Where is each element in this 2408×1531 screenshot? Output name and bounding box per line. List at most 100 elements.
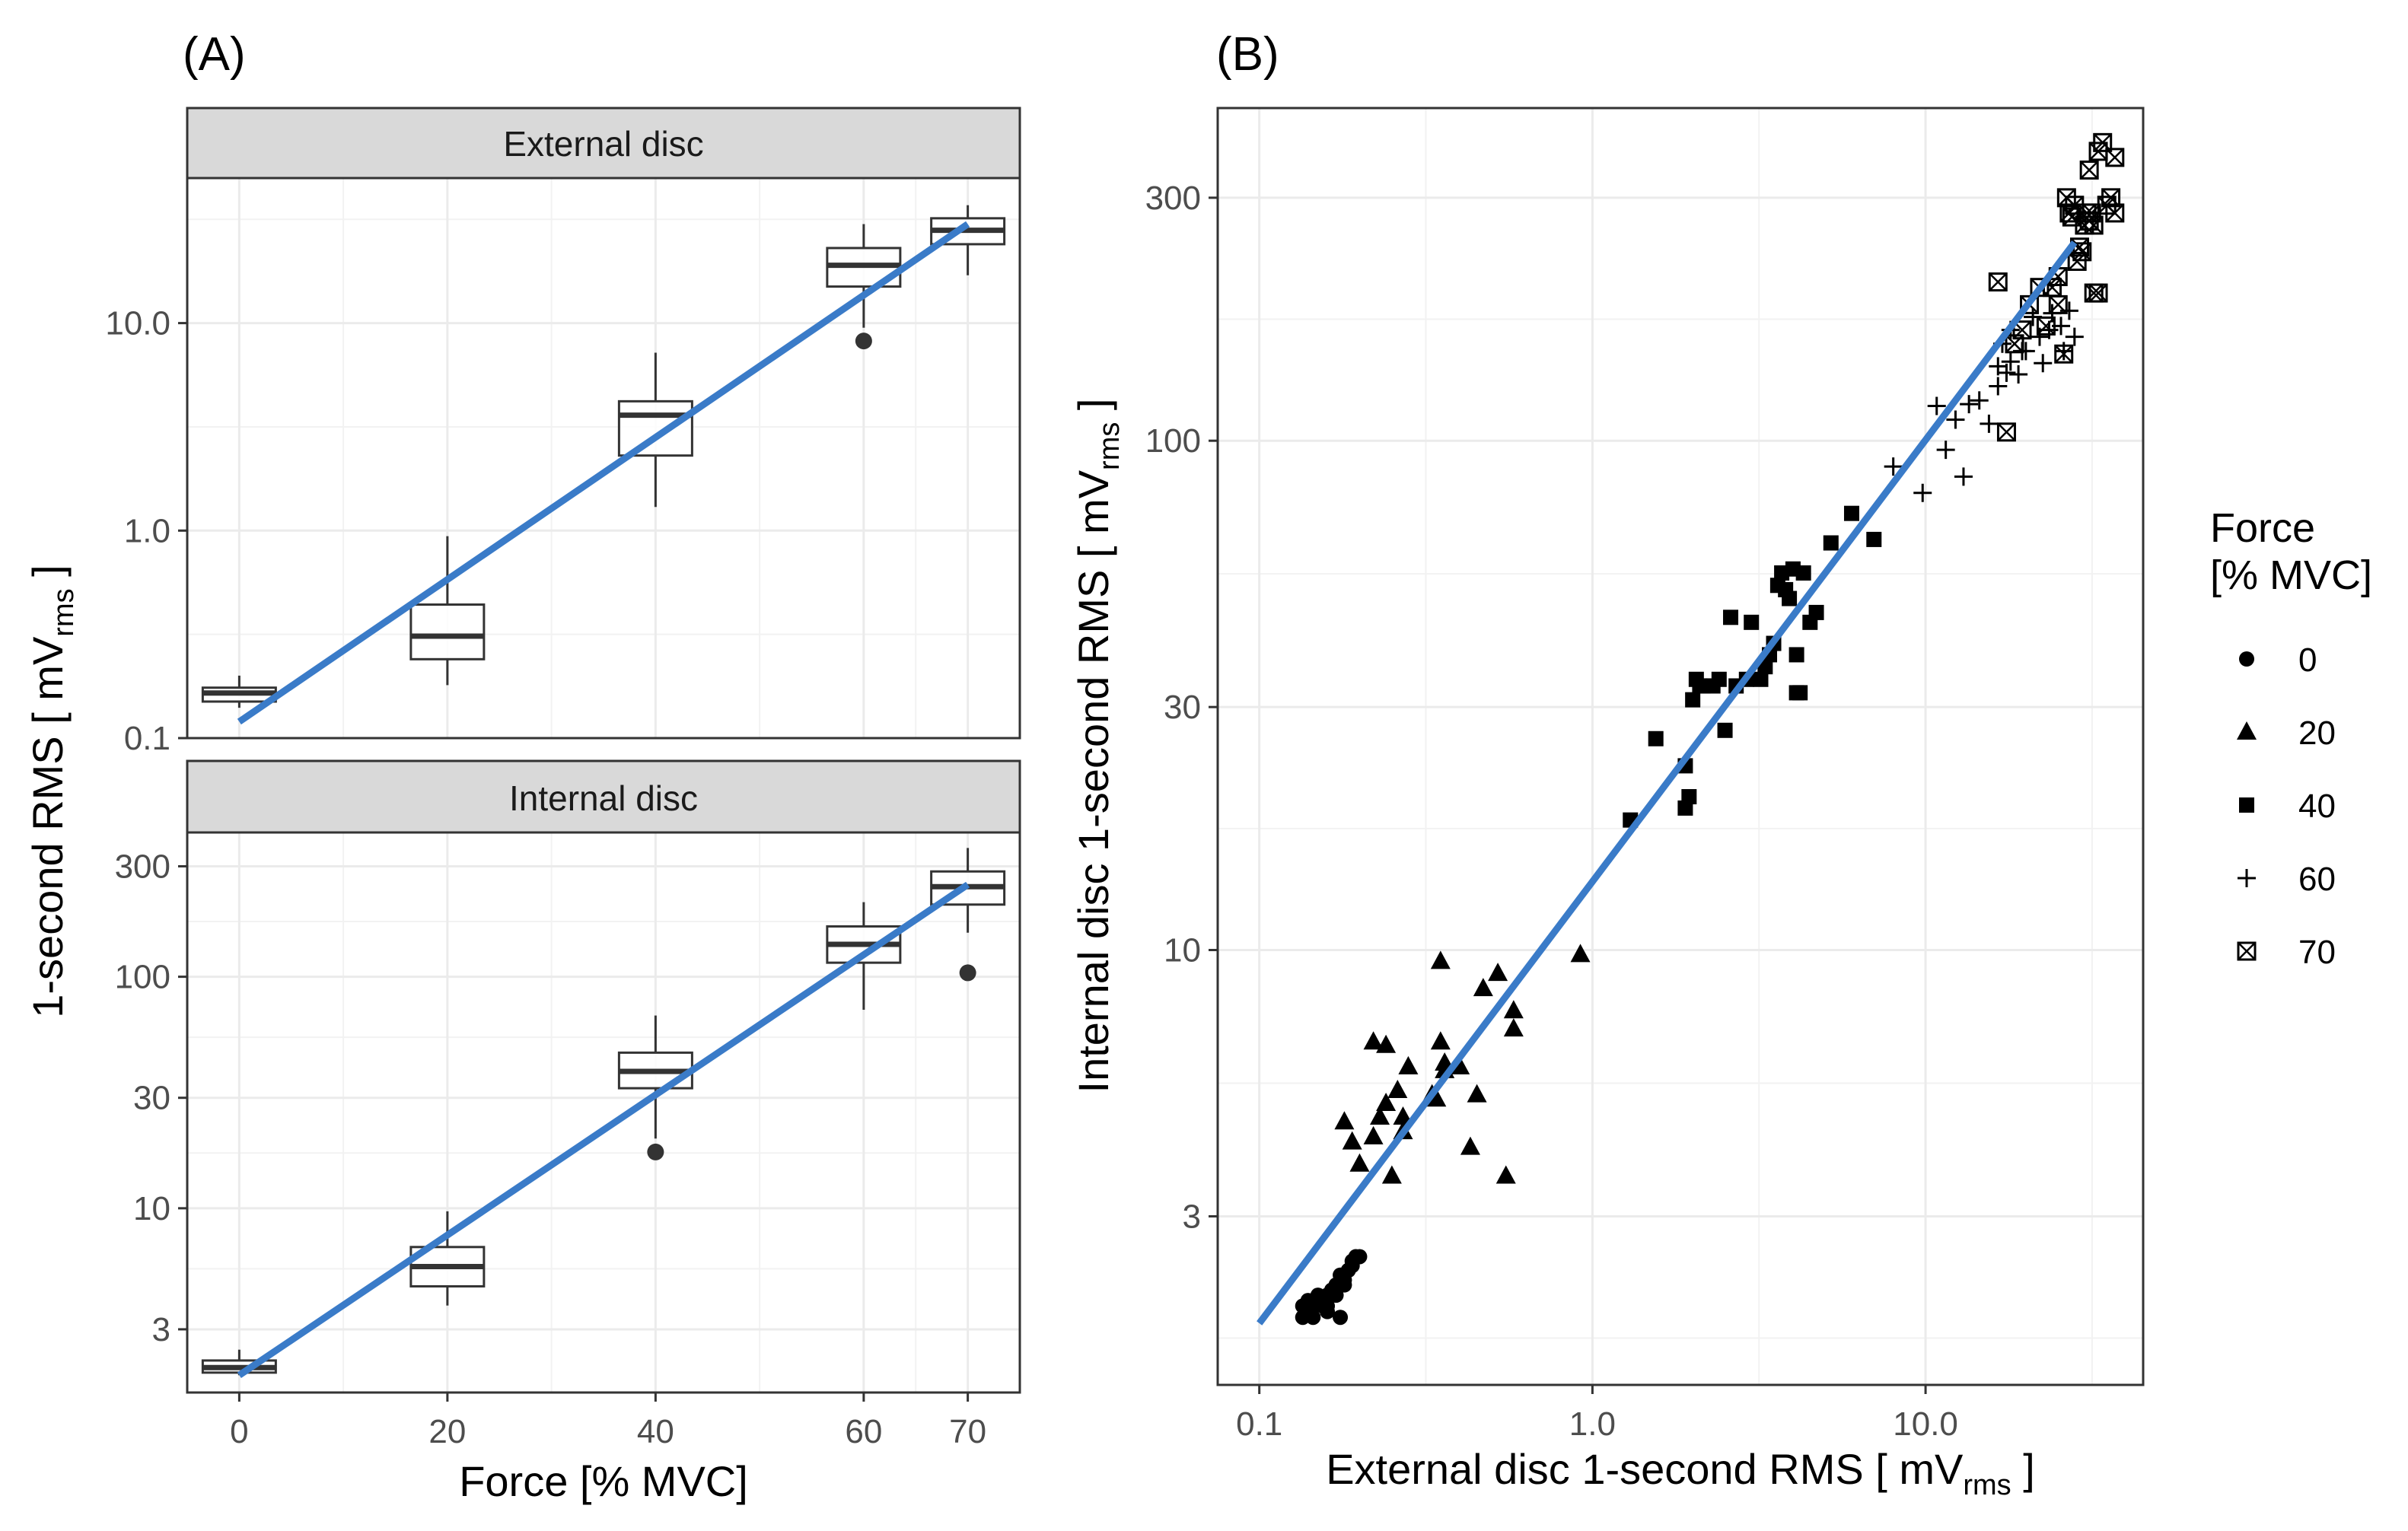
- data-point-60: [1954, 467, 1973, 486]
- marker-box: [2105, 203, 2125, 223]
- marker-box: [2088, 283, 2108, 303]
- data-point-40: [1808, 604, 1824, 620]
- x-tick-label: 10.0: [1893, 1405, 1958, 1443]
- data-point-40: [1795, 565, 1811, 581]
- data-point-20: [1334, 1111, 1355, 1130]
- data-point-70: [2105, 148, 2125, 167]
- data-point-20: [1495, 1165, 1516, 1184]
- data-point-40: [1711, 671, 1727, 687]
- data-point-20: [1387, 1080, 1408, 1099]
- data-point-0: [1320, 1303, 1336, 1319]
- data-point-40: [1685, 692, 1701, 708]
- marker-cross: [2054, 345, 2073, 364]
- data-point-60: [1980, 414, 1999, 433]
- data-point-40: [1717, 722, 1733, 738]
- y-tick-label: 10: [133, 1190, 170, 1227]
- strip-label-external-disc: External disc: [503, 124, 703, 164]
- data-point-20: [1450, 1055, 1470, 1074]
- strip-label-internal-disc: Internal disc: [509, 778, 698, 818]
- data-point-70: [2054, 344, 2074, 364]
- data-point-20: [1393, 1106, 1413, 1125]
- marker-cross: [2085, 216, 2104, 234]
- data-point-20: [1473, 978, 1493, 997]
- data-point-20: [1376, 1092, 1397, 1111]
- legend-key-70: [2237, 941, 2257, 961]
- data-point-70: [2079, 160, 2099, 180]
- data-point-20: [1349, 1153, 1370, 1172]
- data-point-60: [2034, 354, 2053, 373]
- data-point-70: [2048, 294, 2068, 314]
- y-tick-label: 1.0: [124, 512, 170, 549]
- data-point-20: [1467, 1084, 1487, 1103]
- data-point-20: [1570, 944, 1591, 963]
- data-point-40: [1648, 730, 1664, 746]
- fit-line: [237, 881, 970, 1379]
- strip-internal-disc: [186, 759, 1021, 834]
- data-point-60: [1946, 410, 1965, 429]
- marker-box: [1988, 272, 2008, 292]
- marker-cross: [1997, 422, 2016, 441]
- x-tick-label: 0: [230, 1413, 248, 1450]
- y-tick-label: 10: [1164, 932, 1201, 969]
- y-tick-label: 3: [1183, 1198, 1201, 1235]
- data-point-0: [1328, 1288, 1344, 1303]
- panel-b-y-axis-title: Internal disc 1-second RMS [ mVrms ]: [1069, 399, 1126, 1093]
- x-tick-label: 1.0: [1569, 1405, 1616, 1443]
- data-point-40: [1866, 531, 1882, 547]
- legend-key-20: [2237, 721, 2257, 740]
- data-point-20: [1503, 1018, 1524, 1037]
- panel-b-y-title-sub: rms: [1094, 422, 1126, 470]
- data-point-20: [1363, 1125, 1384, 1144]
- panel-a-y-title-sub: rms: [48, 588, 80, 636]
- fit-line: [1257, 240, 2078, 1326]
- data-point-20: [1488, 963, 1508, 982]
- y-tick-label: 100: [115, 959, 170, 996]
- panel-b-label: (B): [1216, 28, 1279, 81]
- panel-b-x-title-sub: rms: [1963, 1469, 2011, 1501]
- data-point-20: [1503, 1000, 1524, 1019]
- data-point-60: [1884, 457, 1903, 476]
- y-tick-label: 100: [1145, 422, 1201, 460]
- legend-key-0: [2239, 651, 2254, 667]
- data-point-70: [2105, 203, 2125, 223]
- data-point-0: [1305, 1310, 1321, 1326]
- marker-box: [2020, 294, 2040, 314]
- marker-box: [1996, 422, 2016, 442]
- marker-box: [2012, 320, 2032, 340]
- marker-box: [2072, 242, 2092, 262]
- legend: Force [% MVC] 0 20 40 60 70: [2210, 505, 2372, 971]
- marker-cross: [2057, 188, 2076, 207]
- plot-frame-internal-disc: [186, 831, 1021, 1394]
- data-point-20: [1430, 1031, 1451, 1050]
- outlier-point: [855, 333, 872, 350]
- marker-cross: [2105, 148, 2124, 167]
- panel-a-y-title-end: ]: [24, 565, 72, 588]
- plot-frame-panel-b: [1216, 107, 2145, 1386]
- marker-cross: [2080, 161, 2099, 180]
- panel-b-x-title-end: ]: [2011, 1445, 2035, 1493]
- data-point-0: [1333, 1310, 1349, 1326]
- box-iqr: [409, 603, 486, 660]
- x-tick-label: 40: [637, 1413, 674, 1450]
- marker-box: [2056, 188, 2076, 208]
- legend-title-line1: Force: [2210, 505, 2315, 551]
- data-point-70: [2088, 283, 2108, 303]
- data-point-20: [1460, 1136, 1480, 1155]
- data-point-60: [1989, 377, 2008, 396]
- plot-frame-external-disc: [186, 177, 1021, 740]
- fit-line: [237, 221, 970, 725]
- x-tick-label: 60: [845, 1413, 882, 1450]
- y-tick-label: 3: [152, 1311, 170, 1348]
- data-point-60: [1936, 441, 1955, 460]
- marker-cross: [2089, 284, 2107, 302]
- marker-cross: [2049, 295, 2068, 314]
- data-point-70: [1988, 272, 2008, 292]
- legend-label-70: 70: [2298, 934, 2336, 971]
- legend-label-20: 20: [2298, 715, 2336, 752]
- marker-cross: [2037, 317, 2056, 336]
- marker-cross: [2072, 242, 2091, 261]
- x-tick-label: 70: [949, 1413, 986, 1450]
- legend-key-60: [2238, 869, 2256, 887]
- data-point-60: [1997, 363, 2016, 382]
